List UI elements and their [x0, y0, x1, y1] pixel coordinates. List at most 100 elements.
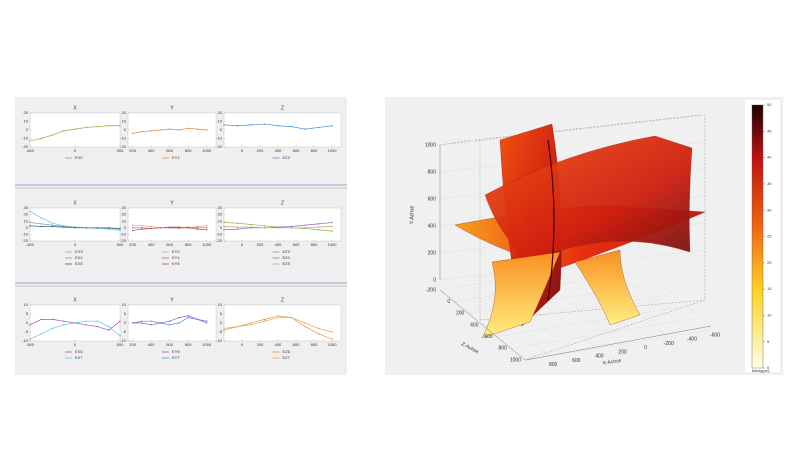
subplot-title: X: [73, 297, 77, 303]
point: [196, 228, 199, 230]
y-tick-label: -5: [24, 329, 28, 334]
y-tick-label: -20: [120, 144, 127, 149]
subplot-title: Y: [170, 200, 174, 206]
point: [304, 227, 306, 229]
y-tick-label: 5: [220, 311, 223, 316]
point: [74, 227, 76, 229]
legend-label: EZ7: [283, 355, 291, 360]
colorbar-tick-label: 15: [767, 286, 772, 291]
point: [250, 324, 252, 326]
y-tick-label: 800: [428, 169, 437, 175]
x-tick-label: 200: [257, 342, 264, 347]
x-axis-label: X-Achse: [602, 358, 622, 367]
plot-area: [127, 207, 217, 242]
x-tick-label: 600: [166, 342, 173, 347]
point: [40, 225, 42, 228]
point: [196, 225, 199, 228]
x-tick-label: 600: [293, 148, 300, 153]
x-tick-label: 400: [275, 342, 282, 347]
point: [96, 325, 99, 328]
point: [250, 223, 252, 226]
x-tick-label: 0: [74, 242, 77, 247]
x-tick-label: 1000: [328, 342, 338, 347]
x-tick-label: 0: [241, 148, 244, 153]
x-tick-label: -500: [26, 242, 35, 247]
colorbar-tick-label: 50: [767, 102, 772, 107]
y-tick-label: -10: [216, 231, 223, 236]
legend-label: EY3: [172, 249, 180, 254]
point: [108, 329, 110, 331]
subplot-title: X: [73, 105, 77, 111]
y-tick-label: 10: [122, 119, 127, 124]
point: [263, 318, 266, 321]
point: [250, 226, 252, 228]
point: [223, 225, 225, 228]
subplot-title: Z: [281, 105, 284, 111]
point: [108, 125, 110, 127]
point: [150, 227, 152, 230]
x-tick-label: 0: [74, 342, 77, 347]
x-tick-label: 800: [185, 342, 192, 347]
x-tick-label: 200: [129, 148, 136, 153]
point: [131, 229, 134, 232]
point: [40, 217, 42, 219]
x-tick-label: -400: [687, 337, 697, 343]
y-tick-label: 10: [24, 119, 29, 124]
legend-label: EY7: [172, 355, 180, 360]
point: [206, 320, 208, 322]
y-tick-label: 0: [26, 127, 29, 132]
legend-label: EY1: [172, 155, 180, 160]
x-tick-label: 800: [311, 148, 318, 153]
y-tick-label: 30: [122, 205, 127, 210]
x-tick-label: 1000: [202, 342, 212, 347]
point: [119, 229, 121, 232]
point: [236, 222, 239, 224]
x-tick-label: 1000: [202, 148, 212, 153]
point: [51, 225, 54, 228]
point: [250, 322, 252, 324]
point: [29, 210, 31, 212]
y-tick-label: 20: [122, 110, 127, 115]
point: [223, 221, 225, 224]
z-tick-label: 200: [456, 311, 465, 317]
y-tick-label: 0: [124, 320, 127, 325]
point: [206, 227, 208, 229]
x-tick-label: 600: [166, 148, 173, 153]
colorbar-tick-label: 10: [767, 312, 772, 317]
legend-label: EX5: [75, 261, 83, 266]
x-tick-label: 500: [117, 242, 124, 247]
point: [141, 227, 143, 229]
y-tick-label: 30: [218, 205, 223, 210]
y-tick-label: 10: [218, 119, 223, 124]
colorbar-tick-label: 25: [767, 234, 772, 239]
y-tick-label: 0: [433, 277, 436, 283]
x-tick-label: 400: [148, 342, 155, 347]
x-tick-label: 200: [129, 342, 136, 347]
point: [317, 327, 320, 330]
axis-line: [439, 289, 526, 361]
point: [236, 125, 239, 127]
point: [150, 320, 152, 322]
y-tick-label: 10: [24, 302, 29, 307]
point: [168, 226, 171, 228]
y-tick-label: 0: [26, 225, 29, 230]
y-tick-label: -10: [216, 136, 223, 141]
x-tick-label: 0: [241, 342, 244, 347]
point: [277, 315, 279, 317]
point: [159, 227, 162, 229]
plot-area: [223, 207, 342, 242]
point: [40, 223, 42, 225]
x-tick-label: 0: [74, 148, 77, 153]
point: [96, 320, 99, 322]
point: [317, 223, 320, 225]
point: [223, 329, 225, 331]
point: [236, 325, 239, 328]
point: [29, 338, 31, 340]
y-tick-label: 10: [24, 218, 29, 223]
point: [141, 320, 143, 322]
point: [290, 227, 293, 229]
y-tick-label: -20: [216, 144, 223, 149]
point: [178, 129, 180, 131]
colorbar-tick-label: 0: [767, 365, 770, 370]
point: [141, 225, 143, 227]
